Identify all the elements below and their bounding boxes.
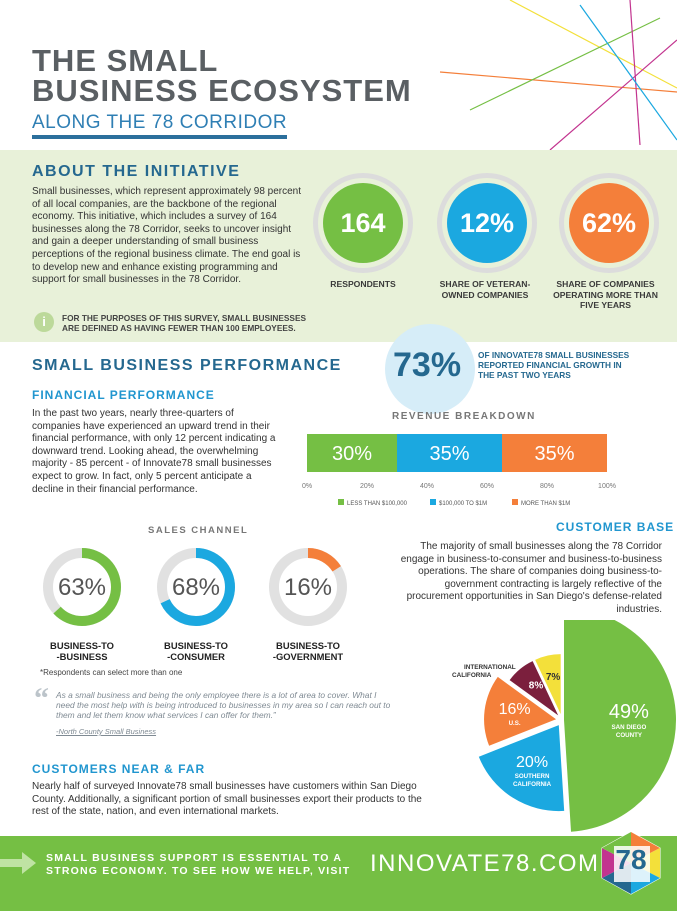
legend-label: MORE THAN $1M (521, 501, 570, 507)
initiative-heading: ABOUT THE INITIATIVE (32, 163, 241, 180)
stat-veteran: 12% (437, 173, 537, 273)
legend-label: LESS THAN $100,000 (347, 501, 408, 507)
stat-label: SHARE OF VETERAN-OWNED COMPANIES (439, 279, 531, 300)
footer-message: SMALL BUSINESS SUPPORT IS ESSENTIAL TO A… (46, 852, 351, 877)
axis-tick-label: 20% (360, 483, 374, 490)
donut-b2g (269, 548, 347, 626)
stat-label: SHARE OF COMPANIES OPERATING MORE THAN F… (553, 279, 658, 310)
axis-tick-label: 80% (540, 483, 554, 490)
donut-value: 68% (171, 574, 221, 601)
pie-value: 8% (529, 681, 544, 692)
pie-slice-3 (509, 661, 559, 716)
donut-arc (43, 548, 121, 626)
revenue-bar-1 (397, 434, 502, 472)
revenue-bar-0 (307, 434, 397, 472)
customer-body: The majority of small businesses along t… (400, 541, 662, 615)
pie-value: 16% (499, 701, 531, 718)
legend-swatch (512, 499, 518, 505)
pie-slice-label: COUNTY (616, 732, 643, 739)
donut-arc (269, 548, 347, 626)
page-subtitle: ALONG THE 78 CORRIDOR (32, 112, 288, 139)
revenue-bar-2 (502, 434, 607, 472)
chart-title: REVENUE BREAKDOWN (392, 411, 536, 422)
decorative-lines (439, 0, 677, 150)
axis-tick-label: 40% (420, 483, 434, 490)
stat-value: 12% (447, 183, 527, 263)
footer-url-link[interactable]: INNOVATE78.COM (370, 850, 600, 877)
stat-five-years: 62% (559, 173, 659, 273)
innovate78-logo (601, 831, 661, 895)
page-title: THE SMALL BUSINESS ECOSYSTEM (32, 43, 412, 108)
donut-b2c (157, 548, 235, 626)
pie-slice-label: U.S. (509, 720, 521, 727)
quote-text: As a small business and being the only e… (56, 690, 391, 720)
pie-slice-1 (478, 725, 565, 812)
pie-slice-label: CALIFORNIA (513, 781, 552, 788)
revenue-bar-label: 30% (332, 443, 372, 465)
revenue-chart: 30% 35% 35% 0% 20% 40% 60% 80% 100% LESS THAN $10… (302, 434, 616, 507)
near-far-heading: CUSTOMERS NEAR & FAR (32, 762, 206, 776)
stat-value: 62% (569, 183, 649, 263)
donut-label: BUSINESS-TO -BUSINESS (50, 640, 114, 662)
pie-value: 7% (546, 672, 561, 683)
axis-tick-label: 100% (598, 483, 616, 490)
pie-callout: INTERNATIONAL CALIFORNIA (452, 664, 516, 679)
stat-respondents: 164 (313, 173, 413, 273)
pie-value: 49% (609, 701, 649, 723)
revenue-bar-label: 35% (534, 443, 574, 465)
pie-value: 20% (516, 754, 548, 771)
pie-slice-4 (535, 654, 561, 715)
sales-note: *Respondents can select more than one (40, 668, 183, 677)
donut-label: BUSINESS-TO -CONSUMER (164, 640, 228, 662)
legend-label: $100,000 TO $1M (439, 501, 487, 507)
legend-swatch (430, 499, 436, 505)
near-far-body: Nearly half of surveyed Innovate78 small… (32, 781, 422, 818)
financial-heading: FINANCIAL PERFORMANCE (32, 388, 215, 402)
pie-slice-0 (563, 620, 676, 832)
donut-value: 16% (283, 574, 333, 601)
pie-slice-2 (484, 676, 557, 746)
donut-label: BUSINESS-TO -GOVERNMENT (272, 640, 344, 662)
performance-heading: SMALL BUSINESS PERFORMANCE (32, 357, 342, 374)
quote-mark-icon: “ (34, 682, 49, 715)
initiative-note: FOR THE PURPOSES OF THIS SURVEY, SMALL B… (62, 313, 307, 333)
quote-source: -North County Small Business (56, 727, 157, 736)
stat-value: 164 (323, 183, 403, 263)
revenue-bar-label: 35% (429, 443, 469, 465)
pie-slice-label: SAN DIEGO (612, 724, 647, 731)
sales-heading: SALES CHANNEL (148, 525, 249, 536)
customer-heading: CUSTOMER BASE (556, 520, 675, 534)
pie-slice-label: SOUTHERN (515, 773, 550, 780)
growth-circle (385, 324, 475, 414)
initiative-body: Small businesses, which represent approx… (32, 186, 302, 286)
axis-tick-label: 0% (302, 483, 312, 490)
donut-value: 63% (57, 574, 107, 601)
growth-value: 73% (393, 346, 462, 384)
legend-swatch (338, 499, 344, 505)
stat-label: RESPONDENTS (330, 279, 396, 289)
axis-tick-label: 60% (480, 483, 494, 490)
footer-band (0, 836, 677, 911)
logo-text: 78 (615, 844, 647, 875)
arrow-right-icon (0, 852, 36, 874)
growth-label: OF INNOVATE78 SMALL BUSINESSES REPORTED … (478, 350, 630, 380)
donut-b2b (43, 548, 121, 626)
financial-body: In the past two years, nearly three-quar… (32, 408, 276, 495)
info-icon: i (34, 312, 54, 332)
donut-arc (157, 548, 235, 626)
